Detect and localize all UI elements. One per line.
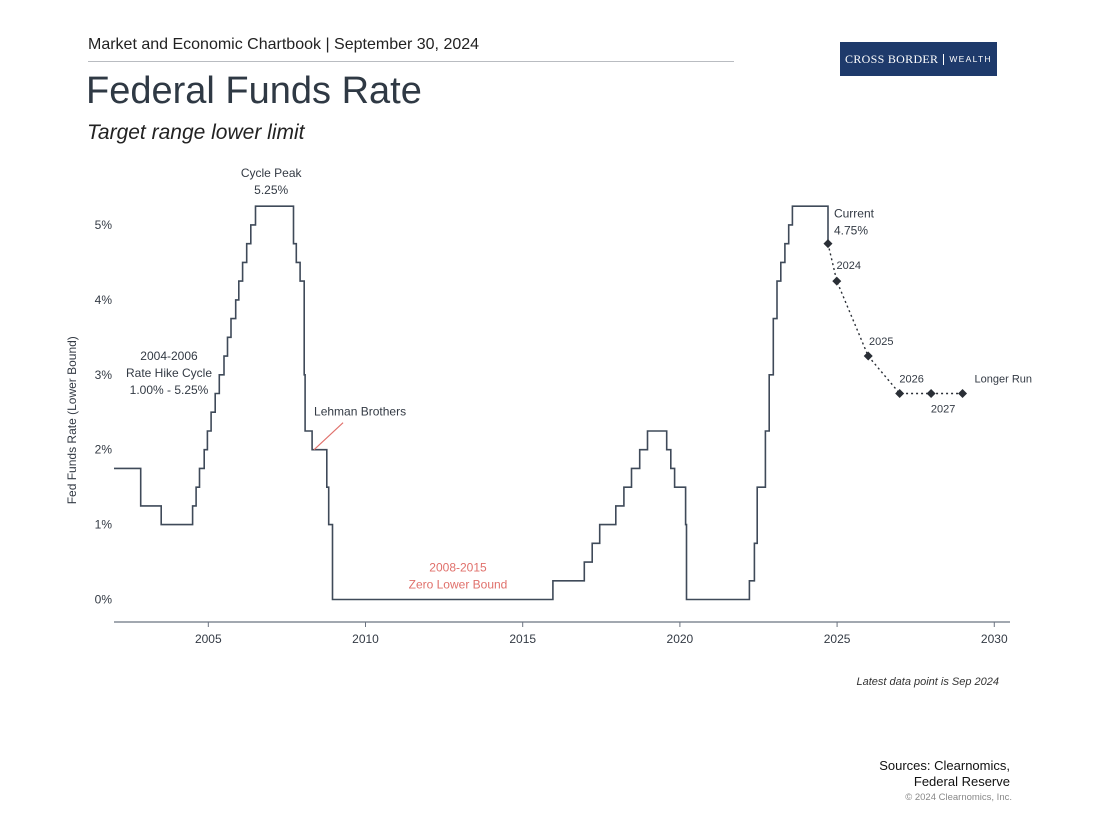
x-tick-label-2005: 2005 bbox=[195, 632, 222, 646]
projection-marker-3 bbox=[895, 389, 905, 399]
y-tick-label-0: 0% bbox=[95, 593, 113, 607]
x-tick-label-2020: 2020 bbox=[667, 632, 694, 646]
x-tick-label-2030: 2030 bbox=[981, 632, 1008, 646]
latest-data-note: Latest data point is Sep 2024 bbox=[856, 676, 1000, 688]
projection-marker-1 bbox=[832, 276, 842, 286]
projection-label-2026: 2026 bbox=[899, 374, 923, 386]
header-divider bbox=[88, 61, 734, 62]
fed-funds-step-line bbox=[114, 205, 829, 601]
sources-line-1: Sources: Clearnomics, bbox=[879, 758, 1010, 773]
chartbook-header: Market and Economic Chartbook | Septembe… bbox=[88, 36, 480, 53]
projection-marker-2 bbox=[863, 351, 873, 361]
sources: Sources: Clearnomics, Federal Reserve bbox=[879, 758, 1010, 790]
projection-dotted-line bbox=[827, 243, 963, 395]
projection-label-2024: 2024 bbox=[837, 260, 861, 272]
logo-separator bbox=[943, 53, 945, 65]
y-tick-label-1: 1% bbox=[95, 518, 113, 532]
copyright: © 2024 Clearnomics, Inc. bbox=[905, 792, 1012, 803]
x-tick-label-2010: 2010 bbox=[352, 632, 379, 646]
logo-main-text: CROSS BORDER bbox=[845, 51, 939, 66]
annotation-rate-hike-cycle-line-1: 2004-2006 bbox=[140, 349, 198, 363]
chart-subtitle: Target range lower limit bbox=[87, 121, 305, 144]
annotation-rate-hike-cycle-line-3: 1.00% - 5.25% bbox=[130, 383, 209, 397]
projection-label-2025: 2025 bbox=[869, 336, 893, 348]
projection-marker-5 bbox=[958, 389, 968, 399]
projection-label-2027: 2027 bbox=[931, 404, 955, 416]
annotation-zero-lower-bound-line-2: Zero Lower Bound bbox=[409, 578, 508, 592]
annotation-lehman-brothers-line-1: Lehman Brothers bbox=[314, 405, 406, 419]
annotation-zero-lower-bound-line-1: 2008-2015 bbox=[429, 561, 487, 575]
y-tick-label-2: 2% bbox=[95, 443, 113, 457]
annotation-cycle-peak-line-2: 5.25% bbox=[254, 183, 288, 197]
annotation-rate-hike-cycle-line-2: Rate Hike Cycle bbox=[126, 366, 212, 380]
company-logo: CROSS BORDER WEALTH bbox=[840, 42, 997, 76]
x-tick-label-2025: 2025 bbox=[824, 632, 851, 646]
y-axis-title: Fed Funds Rate (Lower Bound) bbox=[65, 336, 79, 504]
y-tick-label-4: 4% bbox=[95, 293, 113, 307]
logo-small-text: WEALTH bbox=[949, 54, 992, 64]
sources-line-2: Federal Reserve bbox=[913, 774, 1010, 789]
y-tick-label-5: 5% bbox=[95, 218, 113, 232]
chart-title: Federal Funds Rate bbox=[86, 70, 422, 112]
x-tick-label-2015: 2015 bbox=[509, 632, 536, 646]
annotation-current-line-1: Current bbox=[834, 207, 875, 221]
projection-marker-0 bbox=[823, 239, 833, 249]
y-tick-label-3: 3% bbox=[95, 368, 113, 382]
annotation-cycle-peak-line-1: Cycle Peak bbox=[241, 166, 303, 180]
projection-label-longer-run: Longer Run bbox=[975, 374, 1033, 386]
projection-marker-4 bbox=[926, 389, 936, 399]
lehman-leader-line bbox=[313, 422, 344, 451]
annotation-current-line-2: 4.75% bbox=[834, 224, 868, 238]
